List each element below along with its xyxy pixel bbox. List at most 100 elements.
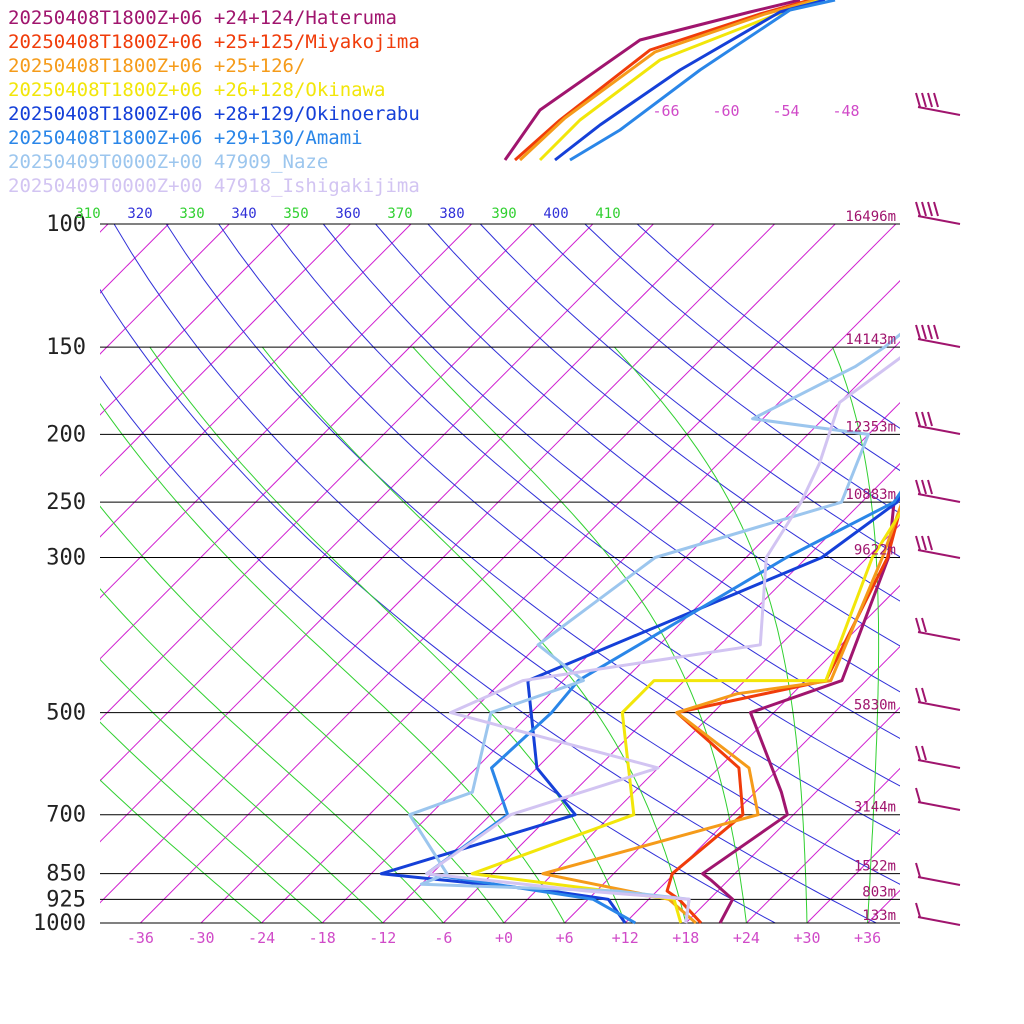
isotherm-line [867, 889, 900, 924]
background-lines [100, 223, 1024, 924]
temperature-tick-label: +12 [612, 929, 639, 947]
moist-adiabat-line [149, 346, 626, 924]
legend-entry: 20250408T1800Z+06 +29+130/Amami [8, 127, 363, 149]
wind-barb-flag [915, 787, 921, 803]
wind-barb-flag [915, 479, 921, 495]
isotherm-line [321, 341, 900, 924]
isotherm-line [624, 645, 900, 924]
legend-entry: 20250409T0000Z+00 47909_Naze [8, 151, 328, 173]
isotherm-line [100, 223, 533, 660]
legend: 20250408T1800Z+06 +24+124/Hateruma 202504… [8, 7, 420, 197]
wind-barb-flag [915, 617, 921, 633]
wind-barb-flag [921, 745, 927, 761]
temperature-tick-label: +24 [733, 929, 760, 947]
series-line [470, 510, 900, 924]
pressure-tick-label: 100 [46, 212, 86, 237]
moist-adiabat-line [100, 721, 323, 924]
wind-barb-staff [917, 106, 961, 116]
isotherm-line [261, 280, 900, 924]
theta-tick-label: 350 [283, 206, 308, 222]
wind-barb-flag [921, 324, 927, 340]
isotherm-line [200, 223, 897, 924]
pressure-tick-label: 300 [46, 546, 86, 571]
series-line-upper [518, 0, 816, 162]
wind-barb-flag [927, 479, 933, 495]
wind-barb-staff [917, 631, 961, 641]
wind-barb-flag [915, 687, 921, 703]
height-label: 803m [862, 884, 896, 900]
upper-temperature-tick-label: -66 [652, 102, 679, 120]
temperature-tick-label: +18 [672, 929, 699, 947]
moist-adiabat-line [261, 346, 687, 924]
wind-barb-flag [933, 92, 939, 108]
series-line-upper [503, 0, 801, 161]
wind-barb-flag [915, 535, 921, 551]
isotherm-line [806, 828, 900, 924]
upper-temperature-tick-label: -54 [772, 102, 799, 120]
temperature-tick-label: -6 [434, 929, 452, 947]
isotherm-line [989, 224, 1024, 923]
wind-barb [915, 479, 961, 503]
height-label: 12353m [845, 419, 896, 435]
legend-entry: 20250408T1800Z+06 +24+124/Hateruma [8, 7, 397, 29]
moist-adiabat-line [100, 779, 262, 924]
moist-adiabat-line [100, 402, 566, 924]
dry-adiabat-line [636, 223, 900, 429]
series-line-upper [514, 0, 811, 162]
wind-barb [915, 902, 961, 926]
temperature-tick-label: +6 [556, 929, 574, 947]
legend-entry: 20250408T1800Z+06 +28+129/Okinoerabu [8, 103, 420, 125]
wind-barb [915, 201, 961, 225]
wind-barb-flag [915, 902, 921, 918]
pressure-tick-label: 1000 [33, 911, 86, 936]
isotherm-line [100, 223, 472, 599]
wind-barb-staff [917, 493, 961, 503]
sounding-series [379, 332, 900, 925]
upper-temperature-tick-label: -60 [712, 102, 739, 120]
wind-barb-flag [915, 324, 921, 340]
wind-barb-flag [921, 687, 927, 703]
series-line [665, 504, 900, 925]
theta-tick-label: 410 [595, 206, 620, 222]
pressure-tick-label: 250 [46, 490, 86, 515]
dry-adiabat-line [375, 223, 900, 647]
wind-barb [915, 787, 961, 811]
wind-barb-flag [921, 479, 927, 495]
wind-barb-staff [917, 701, 961, 711]
isotherm-line [685, 706, 900, 924]
wind-barb-flag [927, 411, 933, 427]
wind-barb-flag [927, 324, 933, 340]
isotherm-line [100, 223, 412, 538]
height-label: 3144m [854, 800, 896, 816]
wind-barbs [915, 92, 961, 926]
series-line-upper [569, 0, 836, 162]
upper-profiles [503, 0, 836, 162]
series-line [408, 332, 900, 924]
dry-adiabat-line [270, 223, 900, 739]
legend-entry: 20250408T1800Z+06 +25+126/ [8, 55, 305, 77]
wind-barb-flag [927, 92, 933, 108]
theta-tick-label: 380 [439, 206, 464, 222]
theta-tick-label: 370 [387, 206, 412, 222]
series-line [701, 491, 900, 924]
temperature-tick-label: +0 [495, 929, 513, 947]
wind-barb-flag [921, 92, 927, 108]
isotherm-line [100, 223, 594, 721]
wind-barb-flag [927, 535, 933, 551]
height-label: 5830m [854, 698, 896, 714]
theta-tick-label: 330 [179, 206, 204, 222]
theta-tick-label: 310 [75, 206, 100, 222]
upper-temperature-tick-label: -48 [832, 102, 859, 120]
isotherm-line [100, 223, 351, 477]
series-line [425, 356, 900, 924]
temperature-tick-label: -30 [187, 929, 214, 947]
moist-adiabat-line [614, 346, 808, 924]
wind-barb [915, 92, 961, 116]
wind-barb [915, 535, 961, 559]
temperature-tick-label: -18 [309, 929, 336, 947]
theta-tick-label: 390 [491, 206, 516, 222]
theta-tick-label: 360 [335, 206, 360, 222]
wind-barb-staff [917, 338, 961, 348]
